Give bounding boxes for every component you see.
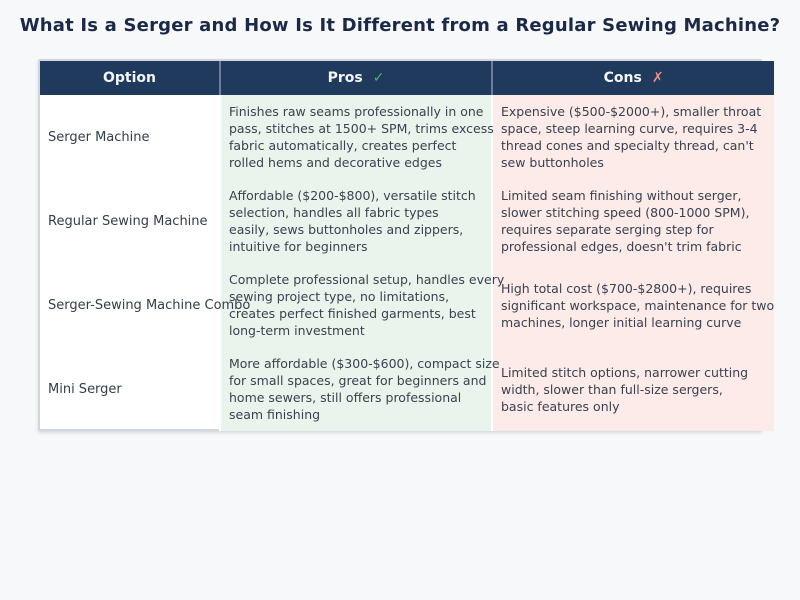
table-row-4-option: Mini Serger [48,381,122,397]
page-title: What Is a Serger and How Is It Different… [19,15,781,36]
cross-icon: ✗ [651,70,664,86]
table-row-3-option: Serger-Sewing Machine Combo [48,297,251,313]
table-row-1-cons: Expensive ($500-$2000+), smaller throat … [491,95,775,179]
header-option-label: Option [103,70,156,86]
header-cons-label: Cons [603,70,642,86]
header-cell-option: Option [40,61,219,95]
table-row-3-cons: High total cost ($700-$2800+), requires … [491,263,775,347]
check-icon: ✓ [372,70,385,86]
header-cell-pros: Pros ✓ [219,61,491,95]
table-row-2-option: Regular Sewing Machine [48,213,208,229]
header-cell-cons: Cons ✗ [491,61,775,95]
comparison-table: Option Pros ✓ Cons ✗ Serger Machine Fini… [38,59,775,431]
table-row-2-pros: Affordable ($200-$800), versatile stitch… [219,179,491,263]
table-row-1-pros: Finishes raw seams professionally in one… [219,95,494,179]
table-row-2-cons: Limited seam finishing without serger, s… [491,179,775,263]
header-pros-label: Pros [327,70,363,86]
table-row-1-option: Serger Machine [48,129,150,145]
table-row-4-pros: More affordable ($300-$600), compact siz… [219,347,500,431]
table-row-3-pros: Complete professional setup, handles eve… [219,263,504,347]
table-row-4-cons: Limited stitch options, narrower cutting… [491,347,775,431]
